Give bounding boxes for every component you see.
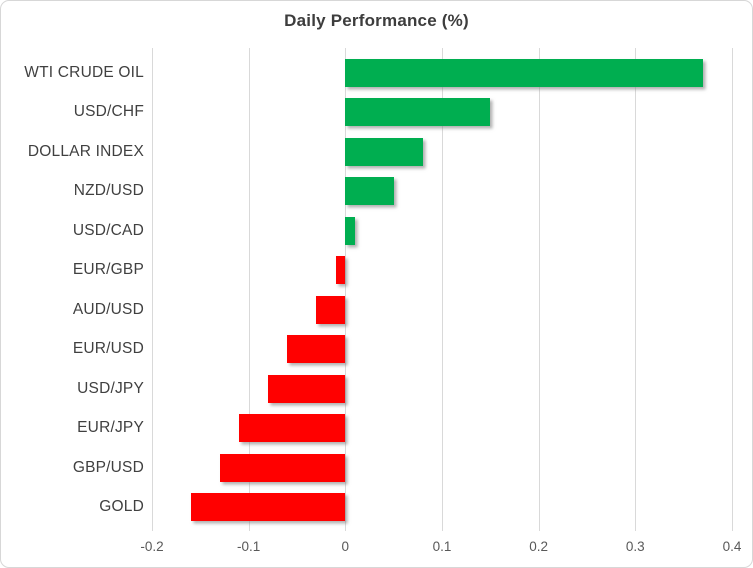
category-label-gbp-usd: GBP/USD — [72, 458, 144, 476]
bar-usd-chf — [345, 98, 491, 127]
bar-row-gbp-usd — [152, 448, 732, 488]
category-label-nzd-usd: NZD/USD — [73, 182, 144, 200]
x-tick-label: 0.2 — [529, 539, 549, 554]
bar-usd-cad — [345, 216, 355, 245]
gridline-0.1 — [442, 48, 443, 531]
category-label-eur-gbp: EUR/GBP — [72, 261, 144, 279]
bar-wti-crude-oil — [345, 58, 703, 87]
x-tick-label: 0.1 — [432, 539, 452, 554]
bar-row-wti-crude-oil — [152, 53, 732, 93]
gridline-0 — [345, 48, 347, 531]
bar-dollar-index — [345, 137, 423, 166]
category-axis-labels: WTI CRUDE OIL USD/CHF DOLLAR INDEX NZD/USD U… — [1, 53, 144, 527]
gridline-0.4 — [732, 48, 733, 531]
category-label-wti-crude-oil: WTI CRUDE OIL — [24, 63, 144, 81]
x-tick-label: 0 — [341, 539, 350, 554]
category-label-dollar-index: DOLLAR INDEX — [27, 142, 144, 160]
gridline--0.1 — [248, 48, 250, 531]
x-tick-label: -0.1 — [237, 539, 261, 554]
bar-row-aud-usd — [152, 290, 732, 330]
x-tick-label: -0.2 — [140, 539, 164, 554]
bars-container — [152, 53, 732, 527]
bar-row-dollar-index — [152, 132, 732, 172]
bar-row-gold — [152, 488, 732, 528]
bar-eur-jpy — [239, 414, 346, 443]
category-label-usd-chf: USD/CHF — [73, 103, 144, 121]
bar-row-usd-cad — [152, 211, 732, 251]
bar-row-usd-chf — [152, 93, 732, 133]
bar-row-eur-gbp — [152, 251, 732, 291]
value-axis-tick-labels: -0.2 -0.1 0 0.1 0.2 0.3 0.4 — [140, 539, 741, 556]
x-tick-label: 0.3 — [625, 539, 645, 554]
bar-nzd-usd — [345, 177, 394, 206]
bar-gbp-usd — [219, 453, 346, 482]
bar-row-eur-jpy — [152, 409, 732, 449]
x-tick-label: 0.4 — [722, 539, 742, 554]
plot-area — [152, 48, 733, 531]
bar-gold — [190, 493, 346, 522]
gridline-0.2 — [538, 48, 540, 531]
gridline--0.2 — [152, 48, 153, 531]
category-label-aud-usd: AUD/USD — [72, 300, 144, 318]
gridline-0.3 — [635, 48, 637, 531]
category-label-eur-jpy: EUR/JPY — [77, 419, 144, 437]
bar-eur-usd — [287, 335, 346, 364]
bar-aud-usd — [316, 295, 346, 324]
category-label-eur-usd: EUR/USD — [72, 340, 144, 358]
bar-usd-jpy — [268, 374, 346, 403]
bar-row-nzd-usd — [152, 172, 732, 212]
bar-eur-gbp — [335, 256, 346, 285]
category-label-usd-jpy: USD/JPY — [77, 379, 144, 397]
category-label-gold: GOLD — [99, 498, 144, 516]
bar-row-usd-jpy — [152, 369, 732, 409]
chart-title: Daily Performance (%) — [284, 11, 469, 30]
bar-row-eur-usd — [152, 330, 732, 370]
category-label-usd-cad: USD/CAD — [72, 221, 144, 239]
